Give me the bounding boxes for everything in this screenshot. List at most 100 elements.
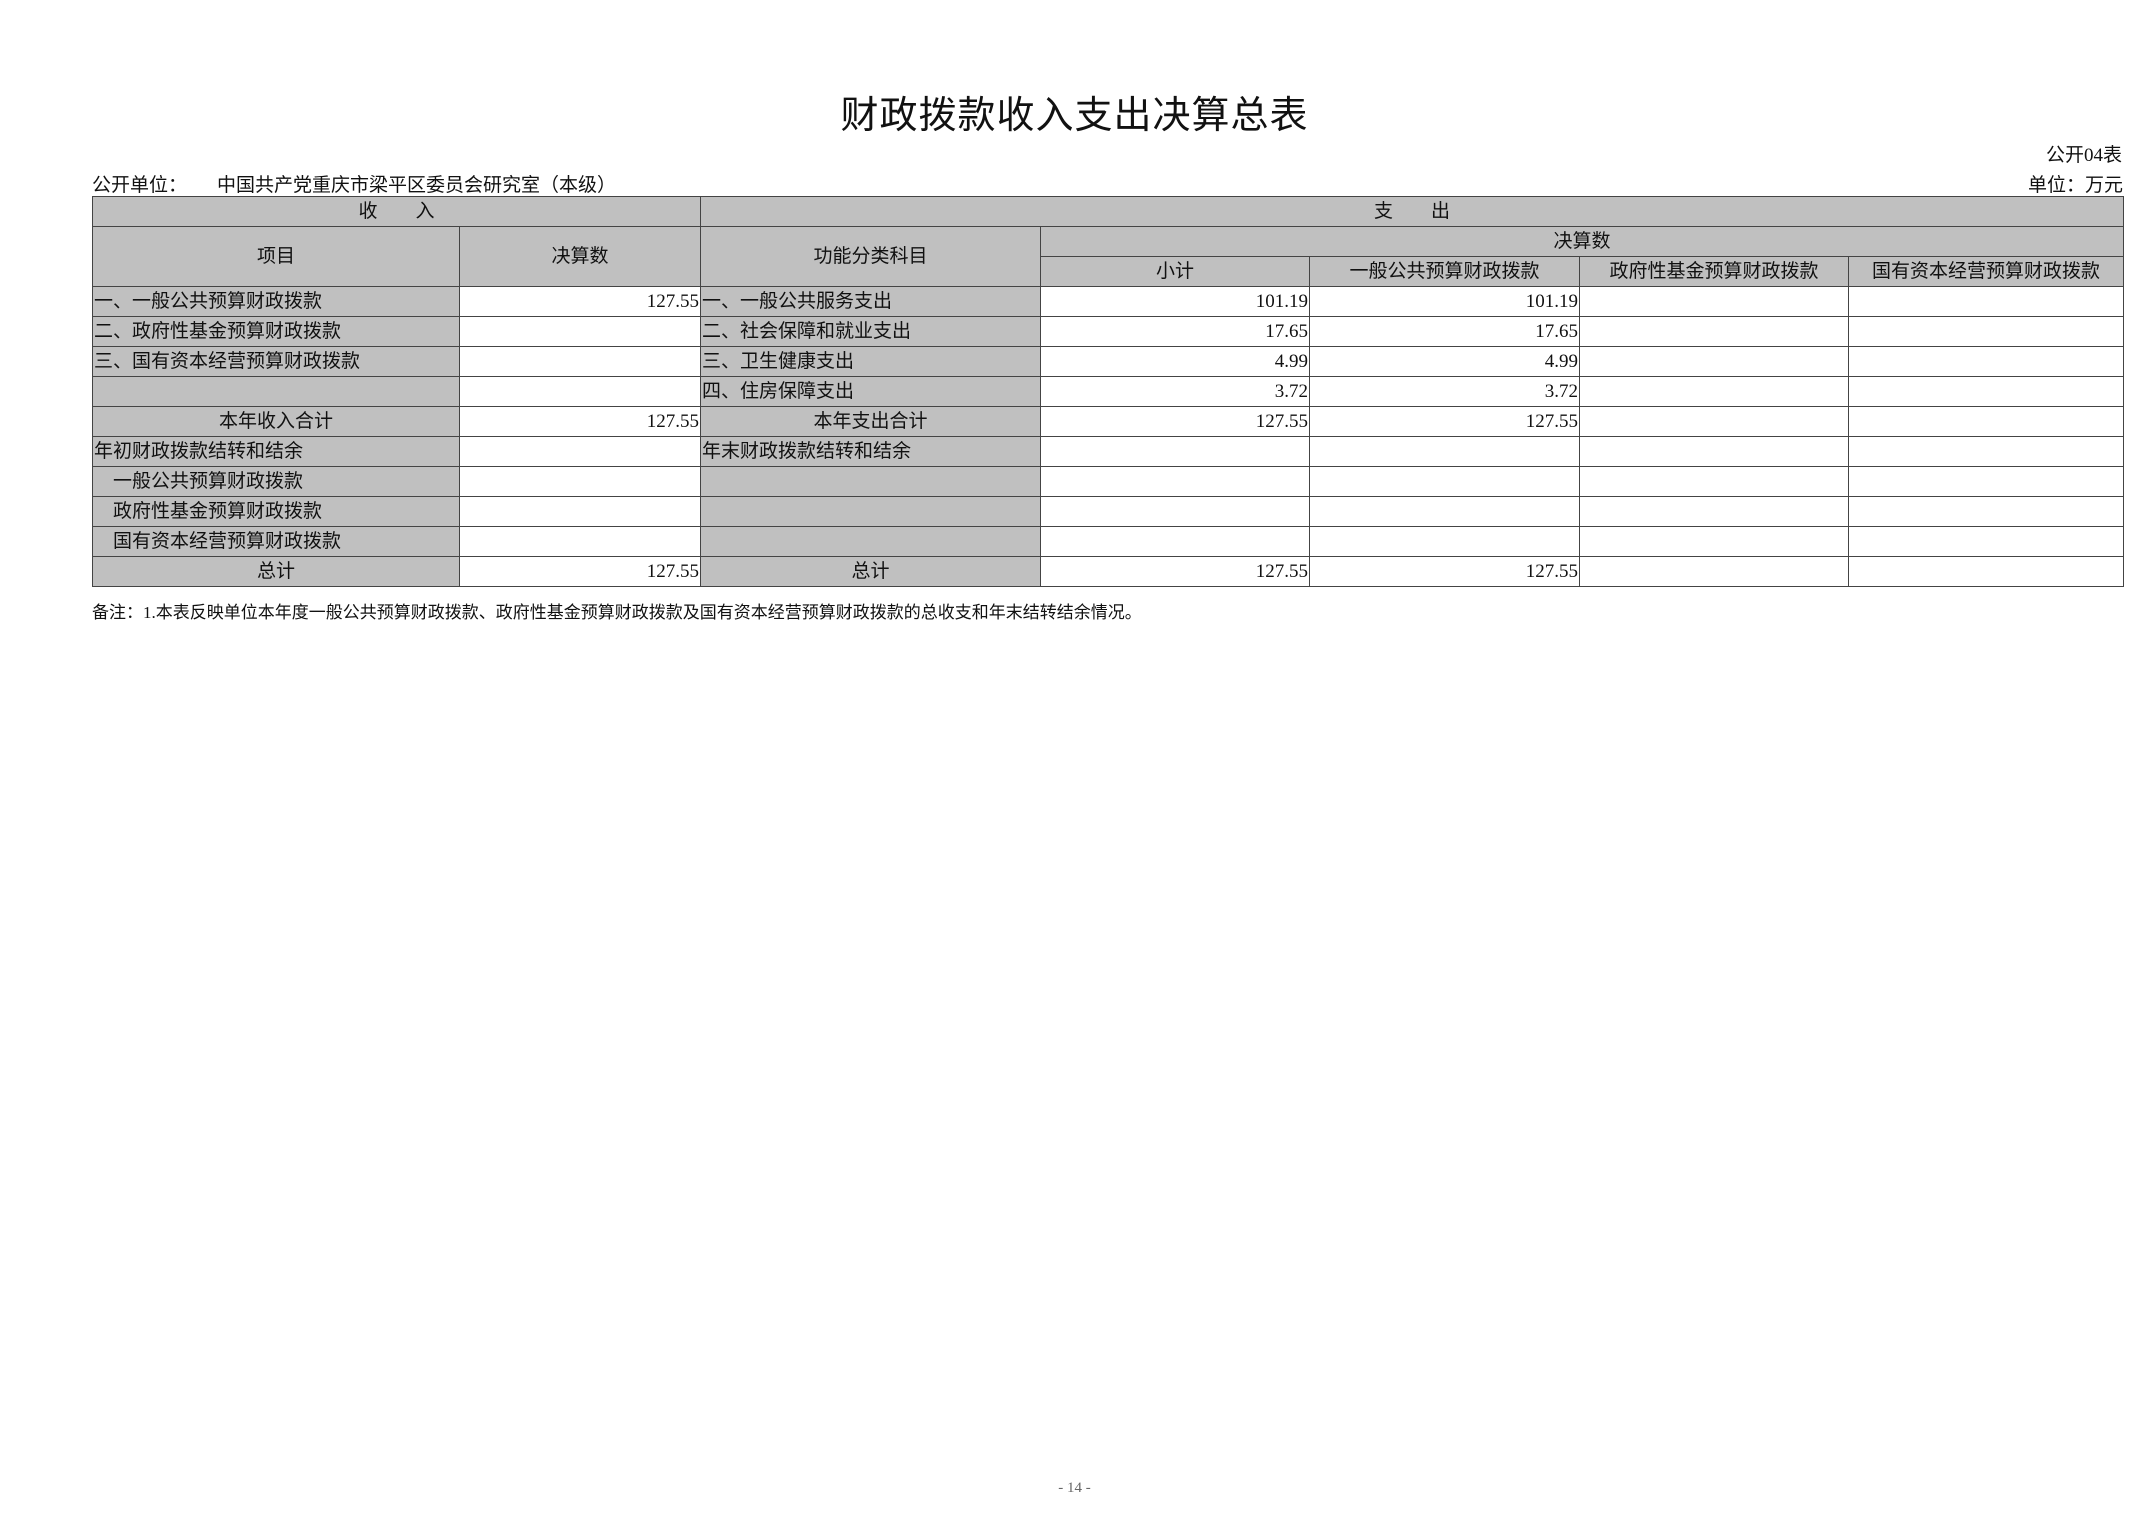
item-header: 项目	[92, 226, 460, 287]
table-row: 本年收入合计 127.55 本年支出合计 127.55 127.55	[92, 406, 2125, 437]
gov-fund-cell	[1579, 376, 1850, 407]
gov-fund-cell	[1579, 436, 1850, 467]
subtotal-cell: 17.65	[1040, 316, 1311, 347]
table-row: 一般公共预算财政拨款	[92, 466, 2125, 497]
general-cell	[1309, 466, 1581, 497]
org-label: 公开单位：	[92, 175, 188, 196]
income-amount-cell	[458, 526, 702, 557]
expense-item-cell: 四、住房保障支出	[700, 376, 1042, 407]
state-capital-cell	[1848, 556, 2125, 587]
func-class-header: 功能分类科目	[700, 226, 1042, 287]
income-item-cell: 总计	[92, 556, 460, 587]
expense-item-cell: 二、社会保障和就业支出	[700, 316, 1042, 347]
page-title: 财政拨款收入支出决算总表	[840, 95, 1309, 137]
gov-fund-cell	[1579, 286, 1850, 317]
state-capital-cell	[1848, 316, 2125, 347]
income-item-cell: 年初财政拨款结转和结余	[92, 436, 460, 467]
table-row: 三、国有资本经营预算财政拨款 三、卫生健康支出 4.99 4.99	[92, 346, 2125, 377]
general-header: 一般公共预算财政拨款	[1309, 256, 1581, 287]
subtotal-cell	[1040, 496, 1311, 527]
income-amount-cell: 127.55	[458, 406, 702, 437]
expense-item-cell	[700, 496, 1042, 527]
org-name: 中国共产党重庆市梁平区委员会研究室（本级）	[217, 175, 617, 196]
general-cell: 4.99	[1309, 346, 1581, 377]
gov-fund-cell	[1579, 316, 1850, 347]
expense-item-cell	[700, 466, 1042, 497]
expense-item-cell: 一、一般公共服务支出	[700, 286, 1042, 317]
income-item-cell: 二、政府性基金预算财政拨款	[92, 316, 460, 347]
gov-fund-cell	[1579, 466, 1850, 497]
budget-table: 收 入 支 出 项目 决算数 功能分类科目 决算数 小计 一般公共预算财政拨款 …	[91, 196, 2125, 587]
general-cell: 127.55	[1309, 556, 1581, 587]
subtotal-cell	[1040, 466, 1311, 497]
subtotal-cell	[1040, 436, 1311, 467]
income-item-cell	[92, 376, 460, 407]
income-amount-cell	[458, 496, 702, 527]
unit-label: 单位：万元	[2027, 175, 2123, 196]
state-capital-cell	[1848, 376, 2125, 407]
income-amount-cell	[458, 466, 702, 497]
gov-fund-cell	[1579, 496, 1850, 527]
gov-fund-cell	[1579, 556, 1850, 587]
general-cell	[1309, 436, 1581, 467]
subtotal-cell: 3.72	[1040, 376, 1311, 407]
income-item-cell: 一般公共预算财政拨款	[92, 466, 460, 497]
table-row: 总计 127.55 总计 127.55 127.55	[92, 556, 2125, 587]
gov-fund-cell	[1579, 406, 1850, 437]
subtotal-cell: 127.55	[1040, 556, 1311, 587]
table-row: 年初财政拨款结转和结余 年末财政拨款结转和结余	[92, 436, 2125, 467]
income-amount-cell	[458, 316, 702, 347]
expense-item-cell: 本年支出合计	[700, 406, 1042, 437]
gov-fund-header: 政府性基金预算财政拨款	[1579, 256, 1850, 287]
income-item-cell: 一、一般公共预算财政拨款	[92, 286, 460, 317]
table-row: 一、一般公共预算财政拨款 127.55 一、一般公共服务支出 101.19 101.19	[92, 286, 2125, 317]
subtotal-header: 小计	[1040, 256, 1311, 287]
expense-header: 支 出	[700, 196, 2125, 227]
general-cell: 17.65	[1309, 316, 1581, 347]
expense-item-cell: 三、卫生健康支出	[700, 346, 1042, 377]
state-capital-cell	[1848, 406, 2125, 437]
table-number: 公开04表	[2045, 145, 2122, 166]
table-row: 国有资本经营预算财政拨款	[92, 526, 2125, 557]
general-cell: 101.19	[1309, 286, 1581, 317]
income-item-cell: 三、国有资本经营预算财政拨款	[92, 346, 460, 377]
income-amount-cell: 127.55	[458, 286, 702, 317]
income-amount-cell	[458, 436, 702, 467]
subtotal-cell: 127.55	[1040, 406, 1311, 437]
state-capital-cell	[1848, 496, 2125, 527]
subtotal-cell: 101.19	[1040, 286, 1311, 317]
amount-header: 决算数	[458, 226, 702, 287]
income-amount-cell: 127.55	[458, 556, 702, 587]
org-info: 公开单位： 中国共产党重庆市梁平区委员会研究室（本级）	[92, 170, 616, 197]
income-item-cell: 本年收入合计	[92, 406, 460, 437]
income-item-cell: 国有资本经营预算财政拨款	[92, 526, 460, 557]
subtotal-cell: 4.99	[1040, 346, 1311, 377]
income-amount-cell	[458, 376, 702, 407]
page-number: - 14 -	[1058, 1480, 1091, 1496]
state-capital-cell	[1848, 346, 2125, 377]
final-amount-header: 决算数	[1040, 226, 2125, 257]
income-item-cell: 政府性基金预算财政拨款	[92, 496, 460, 527]
state-capital-cell	[1848, 466, 2125, 497]
gov-fund-cell	[1579, 526, 1850, 557]
gov-fund-cell	[1579, 346, 1850, 377]
table-row: 政府性基金预算财政拨款	[92, 496, 2125, 527]
general-cell	[1309, 526, 1581, 557]
expense-item-cell: 年末财政拨款结转和结余	[700, 436, 1042, 467]
expense-item-cell	[700, 526, 1042, 557]
footnote: 备注：1.本表反映单位本年度一般公共预算财政拨款、政府性基金预算财政拨款及国有资…	[92, 603, 1142, 622]
state-capital-cell	[1848, 286, 2125, 317]
table-row: 四、住房保障支出 3.72 3.72	[92, 376, 2125, 407]
general-cell	[1309, 496, 1581, 527]
general-cell: 127.55	[1309, 406, 1581, 437]
subtotal-cell	[1040, 526, 1311, 557]
income-header: 收 入	[91, 196, 702, 227]
expense-item-cell: 总计	[700, 556, 1042, 587]
state-capital-cell	[1848, 436, 2125, 467]
state-capital-header: 国有资本经营预算财政拨款	[1848, 256, 2125, 287]
general-cell: 3.72	[1309, 376, 1581, 407]
state-capital-cell	[1848, 526, 2125, 557]
unit-line: 公开单位： 中国共产党重庆市梁平区委员会研究室（本级） 单位：万元	[92, 170, 2123, 197]
table-row: 二、政府性基金预算财政拨款 二、社会保障和就业支出 17.65 17.65	[92, 316, 2125, 347]
income-amount-cell	[458, 346, 702, 377]
